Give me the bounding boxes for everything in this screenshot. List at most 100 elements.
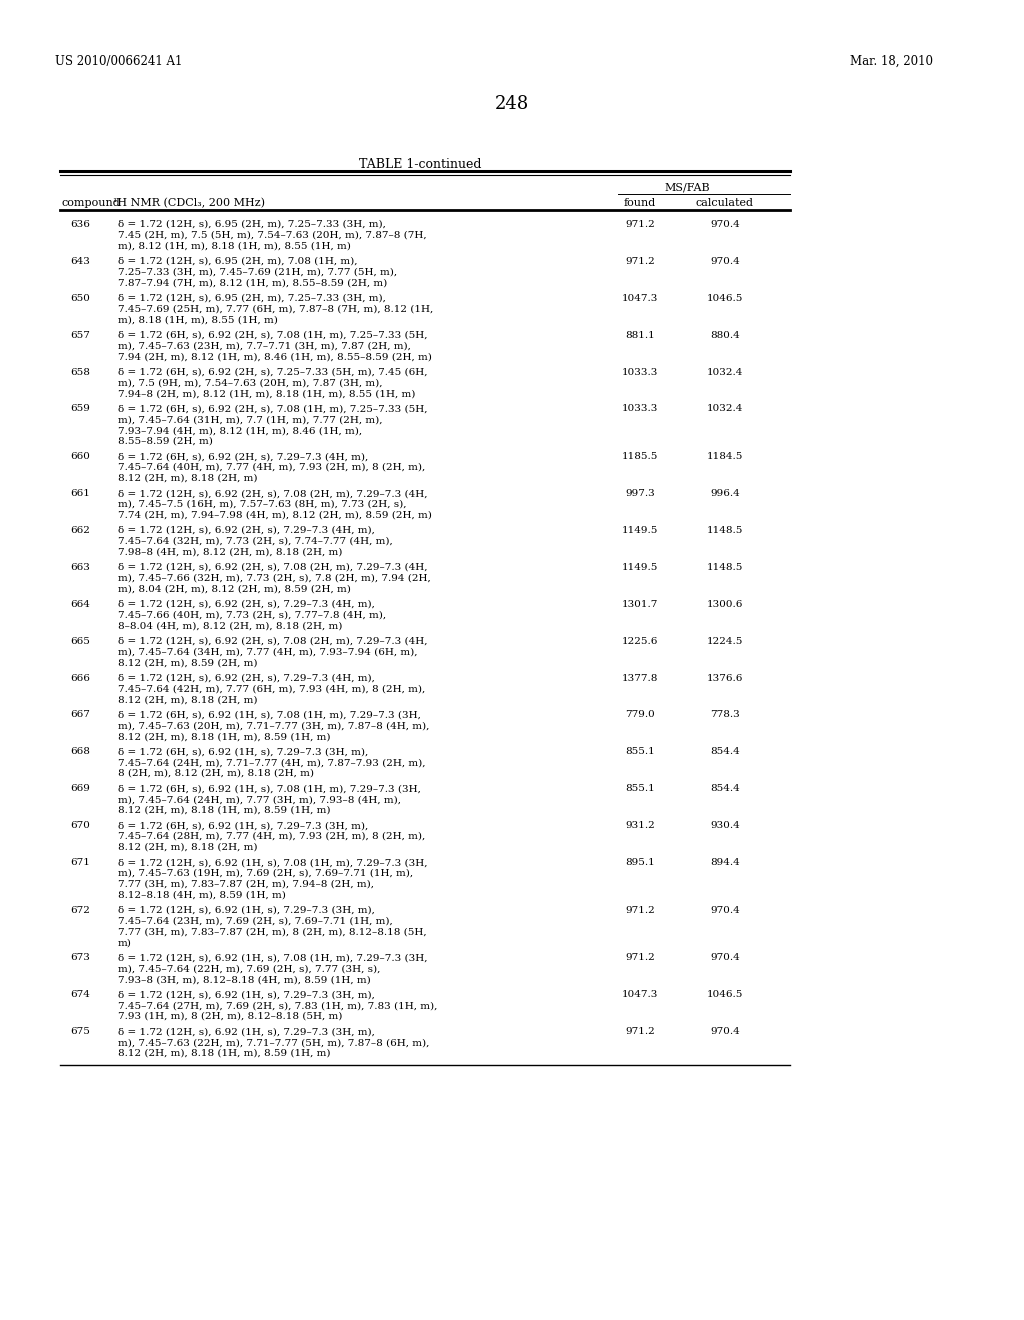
- Text: 855.1: 855.1: [625, 747, 655, 756]
- Text: 1047.3: 1047.3: [622, 294, 658, 302]
- Text: 7.77 (3H, m), 7.83–7.87 (2H, m), 8 (2H, m), 8.12–8.18 (5H,: 7.77 (3H, m), 7.83–7.87 (2H, m), 8 (2H, …: [118, 928, 427, 936]
- Text: δ = 1.72 (12H, s), 6.92 (2H, s), 7.08 (2H, m), 7.29–7.3 (4H,: δ = 1.72 (12H, s), 6.92 (2H, s), 7.08 (2…: [118, 636, 427, 645]
- Text: 7.77 (3H, m), 7.83–7.87 (2H, m), 7.94–8 (2H, m),: 7.77 (3H, m), 7.83–7.87 (2H, m), 7.94–8 …: [118, 879, 374, 888]
- Text: 7.45–7.64 (27H, m), 7.69 (2H, s), 7.83 (1H, m), 7.83 (1H, m),: 7.45–7.64 (27H, m), 7.69 (2H, s), 7.83 (…: [118, 1001, 437, 1010]
- Text: 1033.3: 1033.3: [622, 404, 658, 413]
- Text: 1376.6: 1376.6: [707, 673, 743, 682]
- Text: 661: 661: [70, 490, 90, 498]
- Text: δ = 1.72 (12H, s), 6.92 (1H, s), 7.29–7.3 (3H, m),: δ = 1.72 (12H, s), 6.92 (1H, s), 7.29–7.…: [118, 990, 375, 999]
- Text: 1032.4: 1032.4: [707, 367, 743, 376]
- Text: δ = 1.72 (12H, s), 6.92 (2H, s), 7.29–7.3 (4H, m),: δ = 1.72 (12H, s), 6.92 (2H, s), 7.29–7.…: [118, 525, 375, 535]
- Text: δ = 1.72 (6H, s), 6.92 (1H, s), 7.08 (1H, m), 7.29–7.3 (3H,: δ = 1.72 (6H, s), 6.92 (1H, s), 7.08 (1H…: [118, 710, 421, 719]
- Text: δ = 1.72 (12H, s), 6.92 (1H, s), 7.29–7.3 (3H, m),: δ = 1.72 (12H, s), 6.92 (1H, s), 7.29–7.…: [118, 1027, 375, 1036]
- Text: 643: 643: [70, 257, 90, 265]
- Text: m), 7.45–7.64 (22H, m), 7.69 (2H, s), 7.77 (3H, s),: m), 7.45–7.64 (22H, m), 7.69 (2H, s), 7.…: [118, 965, 380, 973]
- Text: 1301.7: 1301.7: [622, 599, 658, 609]
- Text: 8.12 (2H, m), 8.18 (1H, m), 8.59 (1H, m): 8.12 (2H, m), 8.18 (1H, m), 8.59 (1H, m): [118, 733, 331, 741]
- Text: m), 7.45–7.63 (23H, m), 7.7–7.71 (3H, m), 7.87 (2H, m),: m), 7.45–7.63 (23H, m), 7.7–7.71 (3H, m)…: [118, 342, 411, 351]
- Text: Mar. 18, 2010: Mar. 18, 2010: [850, 55, 933, 69]
- Text: 7.45–7.64 (24H, m), 7.71–7.77 (4H, m), 7.87–7.93 (2H, m),: 7.45–7.64 (24H, m), 7.71–7.77 (4H, m), 7…: [118, 758, 426, 767]
- Text: 7.45 (2H, m), 7.5 (5H, m), 7.54–7.63 (20H, m), 7.87–8 (7H,: 7.45 (2H, m), 7.5 (5H, m), 7.54–7.63 (20…: [118, 231, 427, 240]
- Text: 8.55–8.59 (2H, m): 8.55–8.59 (2H, m): [118, 437, 213, 446]
- Text: 670: 670: [70, 821, 90, 830]
- Text: m), 8.12 (1H, m), 8.18 (1H, m), 8.55 (1H, m): m), 8.12 (1H, m), 8.18 (1H, m), 8.55 (1H…: [118, 242, 351, 251]
- Text: 8 (2H, m), 8.12 (2H, m), 8.18 (2H, m): 8 (2H, m), 8.12 (2H, m), 8.18 (2H, m): [118, 770, 314, 777]
- Text: 1032.4: 1032.4: [707, 404, 743, 413]
- Text: 666: 666: [70, 673, 90, 682]
- Text: 650: 650: [70, 294, 90, 302]
- Text: m), 7.45–7.64 (24H, m), 7.77 (3H, m), 7.93–8 (4H, m),: m), 7.45–7.64 (24H, m), 7.77 (3H, m), 7.…: [118, 795, 401, 804]
- Text: US 2010/0066241 A1: US 2010/0066241 A1: [55, 55, 182, 69]
- Text: 930.4: 930.4: [710, 821, 740, 830]
- Text: 970.4: 970.4: [710, 906, 740, 915]
- Text: δ = 1.72 (12H, s), 6.92 (2H, s), 7.08 (2H, m), 7.29–7.3 (4H,: δ = 1.72 (12H, s), 6.92 (2H, s), 7.08 (2…: [118, 490, 427, 498]
- Text: 8.12 (2H, m), 8.18 (2H, m): 8.12 (2H, m), 8.18 (2H, m): [118, 696, 257, 704]
- Text: 854.4: 854.4: [710, 747, 740, 756]
- Text: 658: 658: [70, 367, 90, 376]
- Text: 8.12–8.18 (4H, m), 8.59 (1H, m): 8.12–8.18 (4H, m), 8.59 (1H, m): [118, 891, 286, 899]
- Text: δ = 1.72 (12H, s), 6.92 (1H, s), 7.08 (1H, m), 7.29–7.3 (3H,: δ = 1.72 (12H, s), 6.92 (1H, s), 7.08 (1…: [118, 858, 427, 867]
- Text: 8.12 (2H, m), 8.18 (2H, m): 8.12 (2H, m), 8.18 (2H, m): [118, 842, 257, 851]
- Text: 7.87–7.94 (7H, m), 8.12 (1H, m), 8.55–8.59 (2H, m): 7.87–7.94 (7H, m), 8.12 (1H, m), 8.55–8.…: [118, 279, 387, 288]
- Text: 971.2: 971.2: [625, 906, 655, 915]
- Text: m), 7.45–7.66 (32H, m), 7.73 (2H, s), 7.8 (2H, m), 7.94 (2H,: m), 7.45–7.66 (32H, m), 7.73 (2H, s), 7.…: [118, 574, 431, 582]
- Text: δ = 1.72 (6H, s), 6.92 (2H, s), 7.25–7.33 (5H, m), 7.45 (6H,: δ = 1.72 (6H, s), 6.92 (2H, s), 7.25–7.3…: [118, 367, 427, 376]
- Text: 1225.6: 1225.6: [622, 636, 658, 645]
- Text: 8.12 (2H, m), 8.18 (1H, m), 8.59 (1H, m): 8.12 (2H, m), 8.18 (1H, m), 8.59 (1H, m): [118, 807, 331, 814]
- Text: δ = 1.72 (6H, s), 6.92 (2H, s), 7.08 (1H, m), 7.25–7.33 (5H,: δ = 1.72 (6H, s), 6.92 (2H, s), 7.08 (1H…: [118, 331, 427, 339]
- Text: m), 7.45–7.64 (31H, m), 7.7 (1H, m), 7.77 (2H, m),: m), 7.45–7.64 (31H, m), 7.7 (1H, m), 7.7…: [118, 416, 383, 424]
- Text: 665: 665: [70, 636, 90, 645]
- Text: 672: 672: [70, 906, 90, 915]
- Text: δ = 1.72 (6H, s), 6.92 (1H, s), 7.29–7.3 (3H, m),: δ = 1.72 (6H, s), 6.92 (1H, s), 7.29–7.3…: [118, 821, 369, 830]
- Text: 667: 667: [70, 710, 90, 719]
- Text: m): m): [118, 939, 132, 948]
- Text: 1185.5: 1185.5: [622, 453, 658, 461]
- Text: 660: 660: [70, 453, 90, 461]
- Text: 855.1: 855.1: [625, 784, 655, 793]
- Text: 7.45–7.64 (40H, m), 7.77 (4H, m), 7.93 (2H, m), 8 (2H, m),: 7.45–7.64 (40H, m), 7.77 (4H, m), 7.93 (…: [118, 463, 425, 473]
- Text: 248: 248: [495, 95, 529, 114]
- Text: 971.2: 971.2: [625, 220, 655, 228]
- Text: 675: 675: [70, 1027, 90, 1036]
- Text: 880.4: 880.4: [710, 331, 740, 339]
- Text: 7.45–7.64 (28H, m), 7.77 (4H, m), 7.93 (2H, m), 8 (2H, m),: 7.45–7.64 (28H, m), 7.77 (4H, m), 7.93 (…: [118, 832, 425, 841]
- Text: 657: 657: [70, 331, 90, 339]
- Text: m), 8.18 (1H, m), 8.55 (1H, m): m), 8.18 (1H, m), 8.55 (1H, m): [118, 315, 278, 325]
- Text: 894.4: 894.4: [710, 858, 740, 867]
- Text: 7.25–7.33 (3H, m), 7.45–7.69 (21H, m), 7.77 (5H, m),: 7.25–7.33 (3H, m), 7.45–7.69 (21H, m), 7…: [118, 268, 397, 277]
- Text: δ = 1.72 (6H, s), 6.92 (1H, s), 7.29–7.3 (3H, m),: δ = 1.72 (6H, s), 6.92 (1H, s), 7.29–7.3…: [118, 747, 369, 756]
- Text: 7.45–7.69 (25H, m), 7.77 (6H, m), 7.87–8 (7H, m), 8.12 (1H,: 7.45–7.69 (25H, m), 7.77 (6H, m), 7.87–8…: [118, 305, 433, 314]
- Text: 1377.8: 1377.8: [622, 673, 658, 682]
- Text: m), 7.45–7.63 (22H, m), 7.71–7.77 (5H, m), 7.87–8 (6H, m),: m), 7.45–7.63 (22H, m), 7.71–7.77 (5H, m…: [118, 1038, 429, 1047]
- Text: 668: 668: [70, 747, 90, 756]
- Text: m), 7.45–7.64 (34H, m), 7.77 (4H, m), 7.93–7.94 (6H, m),: m), 7.45–7.64 (34H, m), 7.77 (4H, m), 7.…: [118, 648, 418, 656]
- Text: 1300.6: 1300.6: [707, 599, 743, 609]
- Text: 669: 669: [70, 784, 90, 793]
- Text: 7.93 (1H, m), 8 (2H, m), 8.12–8.18 (5H, m): 7.93 (1H, m), 8 (2H, m), 8.12–8.18 (5H, …: [118, 1012, 342, 1020]
- Text: m), 7.45–7.63 (20H, m), 7.71–7.77 (3H, m), 7.87–8 (4H, m),: m), 7.45–7.63 (20H, m), 7.71–7.77 (3H, m…: [118, 721, 429, 730]
- Text: 881.1: 881.1: [625, 331, 655, 339]
- Text: 7.94–8 (2H, m), 8.12 (1H, m), 8.18 (1H, m), 8.55 (1H, m): 7.94–8 (2H, m), 8.12 (1H, m), 8.18 (1H, …: [118, 389, 416, 399]
- Text: m), 7.45–7.5 (16H, m), 7.57–7.63 (8H, m), 7.73 (2H, s),: m), 7.45–7.5 (16H, m), 7.57–7.63 (8H, m)…: [118, 500, 407, 510]
- Text: 8.12 (2H, m), 8.59 (2H, m): 8.12 (2H, m), 8.59 (2H, m): [118, 659, 257, 668]
- Text: 659: 659: [70, 404, 90, 413]
- Text: 971.2: 971.2: [625, 257, 655, 265]
- Text: 671: 671: [70, 858, 90, 867]
- Text: 7.74 (2H, m), 7.94–7.98 (4H, m), 8.12 (2H, m), 8.59 (2H, m): 7.74 (2H, m), 7.94–7.98 (4H, m), 8.12 (2…: [118, 511, 432, 520]
- Text: δ = 1.72 (12H, s), 6.92 (2H, s), 7.29–7.3 (4H, m),: δ = 1.72 (12H, s), 6.92 (2H, s), 7.29–7.…: [118, 599, 375, 609]
- Text: δ = 1.72 (12H, s), 6.92 (1H, s), 7.29–7.3 (3H, m),: δ = 1.72 (12H, s), 6.92 (1H, s), 7.29–7.…: [118, 906, 375, 915]
- Text: 7.45–7.66 (40H, m), 7.73 (2H, s), 7.77–7.8 (4H, m),: 7.45–7.66 (40H, m), 7.73 (2H, s), 7.77–7…: [118, 611, 386, 619]
- Text: 7.45–7.64 (23H, m), 7.69 (2H, s), 7.69–7.71 (1H, m),: 7.45–7.64 (23H, m), 7.69 (2H, s), 7.69–7…: [118, 916, 393, 925]
- Text: compound: compound: [62, 198, 121, 209]
- Text: δ = 1.72 (12H, s), 6.92 (1H, s), 7.08 (1H, m), 7.29–7.3 (3H,: δ = 1.72 (12H, s), 6.92 (1H, s), 7.08 (1…: [118, 953, 427, 962]
- Text: 1184.5: 1184.5: [707, 453, 743, 461]
- Text: 8.12 (2H, m), 8.18 (1H, m), 8.59 (1H, m): 8.12 (2H, m), 8.18 (1H, m), 8.59 (1H, m): [118, 1049, 331, 1057]
- Text: 996.4: 996.4: [710, 490, 740, 498]
- Text: 1148.5: 1148.5: [707, 562, 743, 572]
- Text: 8.12 (2H, m), 8.18 (2H, m): 8.12 (2H, m), 8.18 (2H, m): [118, 474, 257, 483]
- Text: 971.2: 971.2: [625, 953, 655, 962]
- Text: calculated: calculated: [696, 198, 754, 209]
- Text: m), 7.45–7.63 (19H, m), 7.69 (2H, s), 7.69–7.71 (1H, m),: m), 7.45–7.63 (19H, m), 7.69 (2H, s), 7.…: [118, 869, 413, 878]
- Text: 970.4: 970.4: [710, 953, 740, 962]
- Text: 1149.5: 1149.5: [622, 562, 658, 572]
